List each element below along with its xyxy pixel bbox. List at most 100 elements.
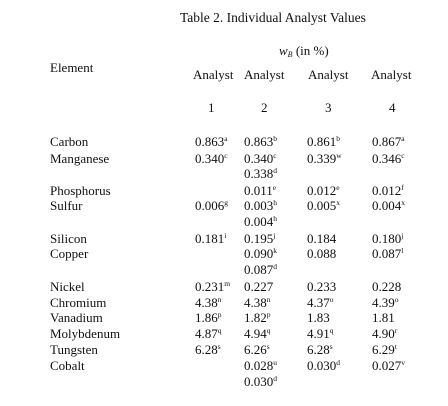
table-cell: 0.181i <box>195 232 226 245</box>
footnote-marker: j <box>273 231 276 240</box>
cell-value: 4.90 <box>372 326 395 341</box>
table-cell: 4.87q <box>195 327 222 340</box>
table-cell: 0.030d <box>244 375 277 388</box>
footnote-marker: q <box>329 326 334 335</box>
cell-value: 0.338 <box>244 166 274 181</box>
cell-value: 0.006 <box>195 198 225 213</box>
footnote-marker: w <box>336 151 342 160</box>
table-cell: 0.338d <box>244 167 277 180</box>
footnote-marker: n <box>217 295 222 304</box>
cell-value: 0.004 <box>372 198 402 213</box>
unit-suffix: (in %) <box>292 43 329 58</box>
cell-value: 0.181 <box>195 231 225 246</box>
cell-value: 0.863 <box>244 134 274 149</box>
footnote-marker: s <box>266 342 270 351</box>
footnote-marker: v <box>401 358 405 367</box>
unit-header: wB (in %) <box>279 44 329 59</box>
table-cell: 1.81 <box>372 311 395 324</box>
table-cell: 0.195j <box>244 232 275 245</box>
footnote-marker: s <box>217 342 221 351</box>
analyst-number-3: 3 <box>325 100 332 115</box>
footnote-marker: p <box>217 310 222 319</box>
table-cell: 0.863b <box>244 135 277 148</box>
footnote-marker: a <box>401 134 405 143</box>
cell-value: 1.83 <box>307 310 330 325</box>
table-cell: 4.91q <box>307 327 334 340</box>
cell-value: 0.867 <box>372 134 402 149</box>
element-label: Molybdenum <box>50 326 121 341</box>
cell-value: 0.004 <box>244 214 274 229</box>
cell-value: 0.088 <box>307 246 337 261</box>
cell-value: 0.087 <box>372 246 402 261</box>
analyst-number-4: 4 <box>389 100 396 115</box>
table-cell: 4.39o <box>372 296 399 309</box>
table-cell: 0.003h <box>244 199 277 212</box>
cell-value: 0.339 <box>307 151 337 166</box>
table-cell: 0.087d <box>244 263 277 276</box>
footnote-marker: m <box>224 279 231 288</box>
footnote-marker: c <box>224 151 228 160</box>
table-cell: 4.38n <box>244 296 271 309</box>
cell-value: 0.090 <box>244 246 274 261</box>
footnote-marker: k <box>273 246 277 255</box>
table-cell: 0.004x <box>372 199 405 212</box>
table-cell: 6.29t <box>372 343 397 356</box>
cell-value: 0.030 <box>307 358 337 373</box>
cell-value: 0.228 <box>372 279 402 294</box>
footnote-marker: q <box>266 326 271 335</box>
element-label: Phosphorus <box>50 183 111 198</box>
cell-value: 1.81 <box>372 310 395 325</box>
table-cell: 4.90r <box>372 327 397 340</box>
footnote-marker: t <box>394 342 397 351</box>
table-cell: 0.863a <box>195 135 228 148</box>
table-cell: 0.012e <box>307 184 340 197</box>
table-cell: 0.340c <box>195 152 228 165</box>
footnote-marker: o <box>394 295 399 304</box>
footnote-marker: c <box>401 151 405 160</box>
analyst-header-3: Analyst <box>308 67 349 82</box>
table-title: Table 2. Individual Analyst Values <box>180 10 366 25</box>
element-label: Sulfur <box>50 198 83 213</box>
cell-value: 0.227 <box>244 279 274 294</box>
cell-value: 0.340 <box>195 151 225 166</box>
cell-value: 4.94 <box>244 326 267 341</box>
footnote-marker: a <box>224 134 228 143</box>
analyst-header-2: Analyst <box>244 67 285 82</box>
table-cell: 0.340c <box>244 152 277 165</box>
footnote-marker: h <box>273 214 277 223</box>
table-cell: 0.184 <box>307 232 336 245</box>
table-cell: 4.38n <box>195 296 222 309</box>
element-label: Silicon <box>50 231 87 246</box>
footnote-marker: u <box>273 358 277 367</box>
table-cell: 1.86p <box>195 311 222 324</box>
footnote-marker: x <box>401 198 405 207</box>
footnote-marker: f <box>401 183 404 192</box>
cell-value: 4.38 <box>244 295 267 310</box>
element-label: Manganese <box>50 151 110 166</box>
cell-value: 0.195 <box>244 231 274 246</box>
footnote-marker: d <box>273 262 277 271</box>
table-cell: 0.087l <box>372 247 403 260</box>
element-label: Cobalt <box>50 358 85 373</box>
table-cell: 0.004h <box>244 215 277 228</box>
cell-value: 0.087 <box>244 262 274 277</box>
element-label: Vanadium <box>50 310 103 325</box>
footnote-marker: o <box>329 295 334 304</box>
cell-value: 0.233 <box>307 279 337 294</box>
footnote-marker: s <box>329 342 333 351</box>
cell-value: 0.231 <box>195 279 225 294</box>
table-cell: 0.011e <box>244 184 276 197</box>
element-label: Chromium <box>50 295 107 310</box>
cell-value: 0.030 <box>244 374 274 389</box>
cell-value: 0.340 <box>244 151 274 166</box>
footnote-marker: h <box>273 198 277 207</box>
table-cell: 1.83 <box>307 311 330 324</box>
table-cell: 0.861b <box>307 135 340 148</box>
table-cell: 0.028u <box>244 359 277 372</box>
cell-value: 0.005 <box>307 198 337 213</box>
footnote-marker: p <box>266 310 271 319</box>
table-cell: 0.090k <box>244 247 277 260</box>
analyst-header-4: Analyst <box>371 67 412 82</box>
footnote-marker: i <box>224 231 227 240</box>
cell-value: 6.28 <box>307 342 330 357</box>
